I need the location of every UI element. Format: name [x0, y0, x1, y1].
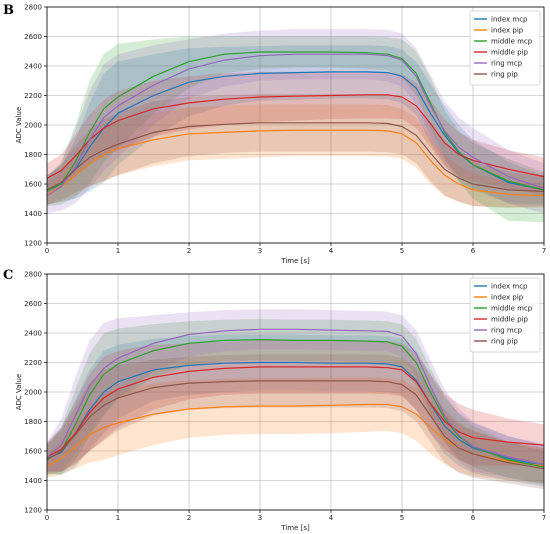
y-tick-label: 2600	[24, 33, 42, 41]
y-tick-label: 1800	[24, 418, 42, 426]
x-axis-label: Time [s]	[280, 257, 310, 265]
line-index-mcp	[46, 71, 545, 191]
y-tick-label: 2800	[24, 271, 42, 279]
x-tick-label: 6	[471, 514, 476, 522]
band-index-mcp	[47, 45, 544, 205]
legend-box	[469, 10, 541, 86]
legend-label: ring pip	[491, 71, 518, 79]
y-tick-label: 1200	[24, 507, 42, 515]
line-index-mcp	[46, 361, 545, 467]
legend-box	[469, 277, 541, 353]
line-index-pip	[46, 129, 545, 197]
legend: index mcp index pip middle mcp middle pip ri…	[469, 277, 541, 353]
y-tick-label: 1800	[24, 151, 42, 159]
y-tick-label: 2400	[24, 330, 42, 338]
x-tick-label: 2	[187, 514, 191, 522]
y-tick-label: 2600	[24, 300, 42, 308]
band-index-pip	[47, 104, 544, 208]
y-tick-label: 1400	[24, 477, 42, 485]
legend-label: ring pip	[491, 338, 518, 346]
y-tick-label: 2000	[24, 389, 42, 397]
line-middle-pip	[46, 94, 545, 179]
legend-label: middle pip	[491, 49, 529, 57]
x-tick-label: 5	[400, 247, 404, 255]
band-ring-mcp	[47, 29, 544, 214]
y-tick-label: 1600	[24, 181, 42, 189]
x-tick-label: 1	[116, 247, 120, 255]
y-tick-label: 2000	[24, 122, 42, 130]
y-tick-label: 2200	[24, 359, 42, 367]
x-tick-label: 3	[258, 514, 262, 522]
band-middle-pip	[47, 340, 544, 472]
band-middle-pip	[47, 71, 544, 196]
y-tick-label: 1200	[24, 240, 42, 248]
legend-label: middle mcp	[491, 38, 533, 46]
band-ring-pip	[47, 94, 544, 208]
band-index-mcp	[47, 334, 544, 487]
legend-label: ring mcp	[491, 60, 523, 68]
x-axis-label: Time [s]	[280, 524, 310, 532]
x-tick-label: 7	[542, 247, 546, 255]
panel-label-c: C	[3, 268, 14, 283]
line-middle-mcp	[46, 51, 545, 192]
line-middle-mcp	[46, 339, 545, 468]
x-tick-label: 0	[45, 514, 49, 522]
band-middle-mcp	[47, 319, 544, 484]
chart-panel-c: 0 1 2 3 4 5 6 7 1200 1400 1600 1800 2000 2200 2400 2600…	[15, 271, 546, 533]
y-tick-label: 2400	[24, 63, 42, 71]
panel-label-b: B	[3, 3, 14, 18]
x-tick-label: 7	[542, 514, 546, 522]
x-tick-label: 1	[116, 514, 120, 522]
legend-label: index mcp	[491, 283, 528, 291]
line-middle-pip	[46, 366, 545, 458]
y-axis-label: ADC Value	[15, 107, 23, 144]
x-tick-label: 4	[329, 247, 334, 255]
y-tick-label: 1400	[24, 210, 42, 218]
legend-label: middle pip	[491, 316, 529, 324]
x-tick-label: 6	[471, 247, 476, 255]
x-tick-label: 5	[400, 514, 404, 522]
y-tick-label: 2800	[24, 4, 42, 12]
line-ring-mcp	[46, 328, 545, 465]
line-index-pip	[46, 403, 545, 467]
x-tick-label: 3	[258, 247, 262, 255]
band-index-pip	[47, 377, 544, 484]
legend-label: index pip	[491, 27, 524, 35]
band-ring-mcp	[47, 309, 544, 485]
x-tick-label: 4	[329, 514, 334, 522]
legend-label: ring mcp	[491, 327, 523, 335]
legend-label: index pip	[491, 294, 524, 302]
y-tick-label: 2200	[24, 92, 42, 100]
legend: index mcp index pip middle mcp middle pip ri…	[469, 10, 541, 86]
legend-label: index mcp	[491, 16, 528, 24]
legend-label: middle mcp	[491, 305, 533, 313]
y-tick-label: 1600	[24, 448, 42, 456]
chart-panel-b: 0 1 2 3 4 5 6 7 1200 1400 1600 1800 2000 2200 2400 2600…	[15, 4, 546, 266]
line-ring-pip	[46, 380, 545, 470]
line-ring-pip	[46, 122, 545, 192]
x-tick-label: 2	[187, 247, 191, 255]
x-tick-label: 0	[45, 247, 49, 255]
y-axis-label: ADC Value	[15, 374, 23, 411]
line-ring-mcp	[46, 53, 545, 197]
